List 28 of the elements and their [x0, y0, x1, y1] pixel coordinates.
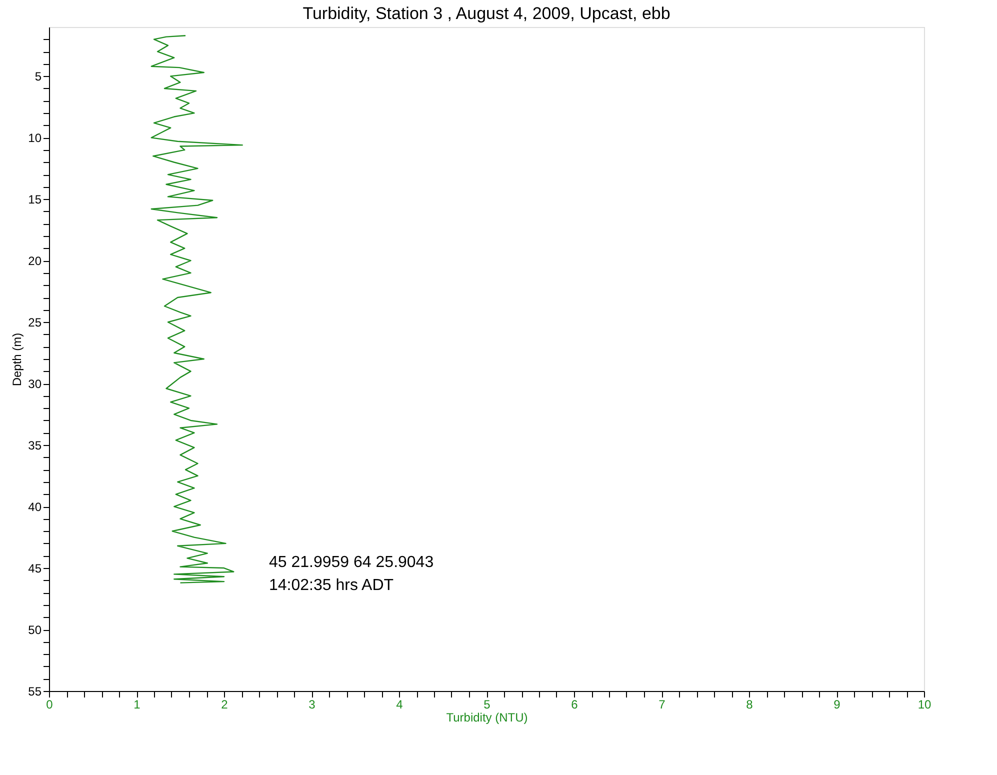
chart-title: Turbidity, Station 3 , August 4, 2009, Upcast, ebb — [302, 4, 670, 23]
y-tick-label: 45 — [28, 562, 42, 576]
y-tick-label: 50 — [28, 623, 42, 638]
annotation: 45 21.9959 64 25.9043 — [269, 554, 434, 571]
x-tick-label: 4 — [396, 698, 404, 712]
line-series — [150, 35, 243, 584]
x-tick-label: 1 — [134, 698, 141, 712]
y-tick-label: 35 — [28, 438, 42, 453]
y-tick-label: 20 — [28, 254, 42, 268]
x-tick-label: 10 — [918, 698, 932, 712]
x-tick-label: 6 — [571, 698, 578, 712]
x-tick-label: 5 — [484, 698, 491, 712]
x-tick-label: 0 — [46, 698, 54, 712]
y-tick-label: 5 — [34, 70, 42, 84]
y-axis-title: Depth (m) — [10, 332, 24, 386]
y-tick-label: 55 — [28, 684, 42, 698]
y-tick-label: 25 — [28, 316, 42, 330]
x-tick-label: 7 — [658, 698, 666, 712]
x-axis-title: Turbidity (NTU) — [446, 710, 528, 724]
x-tick-label: 3 — [308, 698, 316, 712]
y-tick-label: 10 — [28, 131, 42, 146]
x-tick-label: 8 — [746, 698, 754, 712]
x-tick-label: 2 — [221, 698, 228, 712]
y-tick-label: 40 — [28, 500, 42, 514]
annotation: 14:02:35 hrs ADT — [269, 577, 394, 594]
y-tick-label: 30 — [28, 377, 42, 392]
y-tick-label: 15 — [28, 192, 42, 207]
x-tick-label: 9 — [834, 698, 841, 712]
